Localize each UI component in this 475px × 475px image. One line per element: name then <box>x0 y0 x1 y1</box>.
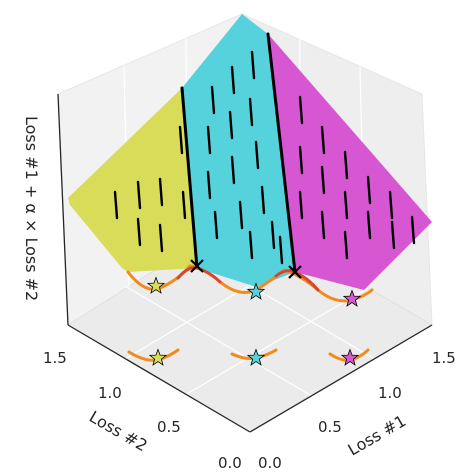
gradient-tick <box>410 215 416 245</box>
x-tick-label: 1.0 <box>378 384 402 402</box>
grid-line <box>124 285 318 400</box>
gradient-tick <box>343 150 349 180</box>
y-tick-labels: 1.5 1.0 0.5 0.0 <box>43 349 242 472</box>
gradient-tick <box>343 230 349 260</box>
boundary-x-marker <box>190 259 204 273</box>
x-axis-label: Loss #1 <box>345 411 410 459</box>
gradient-tick <box>136 180 142 210</box>
x-tick-labels: 0.0 0.5 1.0 1.5 <box>258 349 456 472</box>
markers <box>146 259 362 366</box>
grid-line <box>179 287 369 399</box>
minimum-star-marker <box>146 276 166 294</box>
gradient-tick <box>388 190 394 220</box>
gradient-tick <box>230 65 236 95</box>
y-tick-label: 0.5 <box>157 418 181 436</box>
gradient-tick <box>390 220 396 250</box>
gradient-tick <box>343 190 349 220</box>
projected-star-marker <box>246 348 266 366</box>
projected-star-marker <box>148 348 168 366</box>
z-axis-label: Loss #1 + α × Loss #2 <box>22 116 41 301</box>
minimum-star-marker <box>246 282 266 300</box>
x-tick-label: 0.0 <box>258 454 282 472</box>
gradient-tick <box>320 165 326 195</box>
y-tick-label: 0.0 <box>218 454 242 472</box>
gradient-tick <box>206 170 212 200</box>
gradient-tick <box>366 175 372 205</box>
surface-region-yellow-edge <box>68 198 128 272</box>
gradient-tick <box>210 85 216 115</box>
y-axis-line <box>67 324 251 433</box>
boundary-ridges <box>180 32 297 274</box>
surface-region-yellow <box>68 88 197 272</box>
gradient-tick <box>158 177 164 207</box>
gradient-tick <box>298 145 304 175</box>
gradient-tick <box>228 110 234 140</box>
surface-region-cyan <box>182 14 295 287</box>
projected-star-marker <box>340 348 360 366</box>
boundary-x-marker <box>288 265 302 279</box>
surface-region-magenta <box>268 34 432 290</box>
y-axis-label: Loss #2 <box>86 407 151 455</box>
gradient-tick <box>230 155 236 185</box>
gradient-tick <box>136 217 142 247</box>
z-axis-line <box>57 93 69 326</box>
y-tick-label: 1.5 <box>43 349 67 367</box>
gradient-tick <box>270 220 276 250</box>
gradient-tick <box>366 210 372 240</box>
ridge-line <box>180 86 199 270</box>
gradient-ticks <box>113 50 416 265</box>
y-tick-label: 1.0 <box>98 384 122 402</box>
gradient-tick <box>278 235 284 265</box>
gradient-tick <box>158 223 164 253</box>
gradient-tick <box>254 140 260 170</box>
ridge-line <box>266 32 297 274</box>
x-tick-label: 0.5 <box>318 418 342 436</box>
surface <box>68 14 432 290</box>
gradient-tick <box>320 210 326 240</box>
gradient-tick <box>260 185 266 215</box>
minimum-star-marker <box>342 289 362 307</box>
gradient-tick <box>298 190 304 220</box>
gradient-tick <box>248 97 254 127</box>
gradient-tick <box>113 190 119 220</box>
gradient-tick <box>206 125 212 155</box>
gradient-tick <box>320 125 326 155</box>
x-tick-label: 1.5 <box>432 349 456 367</box>
axes <box>57 93 433 433</box>
gradient-tick <box>238 200 244 230</box>
x-axis-line <box>249 324 433 433</box>
gradient-tick <box>298 95 304 125</box>
gradient-tick <box>181 190 187 220</box>
gradient-tick <box>248 230 254 260</box>
gradient-tick <box>213 210 219 240</box>
gradient-tick <box>178 125 184 155</box>
gradient-tick <box>250 50 256 80</box>
